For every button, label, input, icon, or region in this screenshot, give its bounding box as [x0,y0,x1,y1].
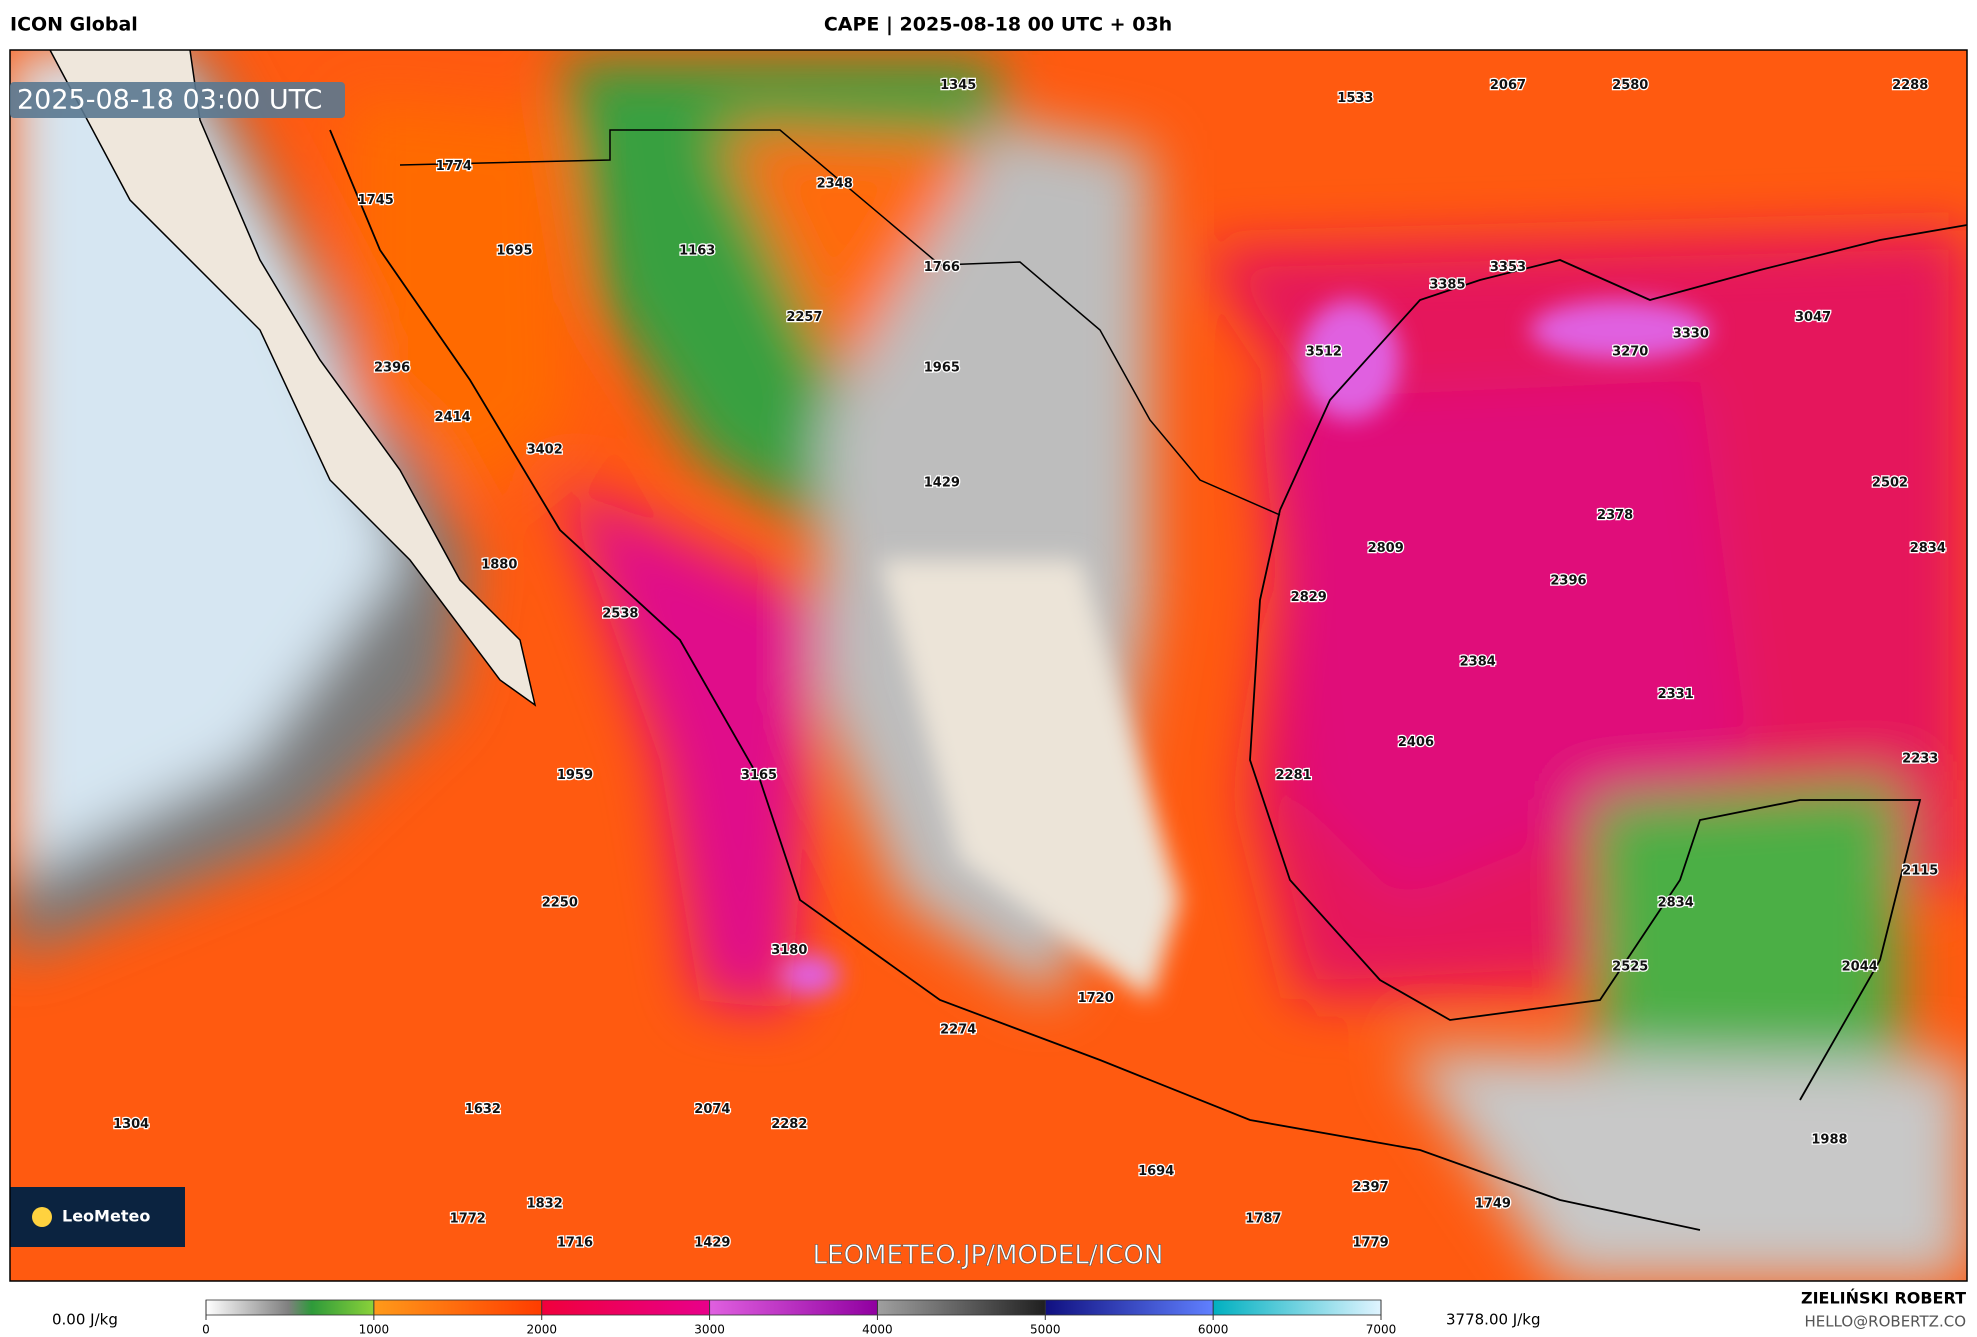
colorbar-tick-label: 3000 [694,1323,725,1337]
point-label: 3402 [527,443,563,458]
point-label: 2288 [1892,78,1928,93]
point-label: 2414 [435,410,471,425]
map-frame [9,49,1968,1282]
point-label: 3385 [1429,277,1465,292]
point-label: 3165 [741,768,777,783]
point-label: 1772 [450,1212,486,1227]
point-label: 1716 [557,1236,593,1251]
point-label: 1959 [557,768,593,783]
map: LeoMeteo LEOMETEO.JP/MODEL/ICON 1345 1533… [10,50,1967,1281]
point-label: 1632 [465,1102,501,1117]
point-label: 2829 [1291,590,1327,605]
point-label: 3180 [771,943,807,958]
point-label: 2233 [1902,752,1938,767]
point-label: 2044 [1842,960,1878,975]
point-label: 1163 [679,243,715,258]
valid-time: 2025-08-18 03:00 UTC [17,85,322,116]
colorbar-max: 3778.00 J/kg [1446,1311,1540,1329]
point-labels: 1345 1533 2067 2580 2288 1774 2348 1745 1695 1163… [112,77,1947,1252]
point-label: 2331 [1658,687,1694,702]
point-label: 1304 [113,1117,149,1132]
point-label: 1779 [1352,1236,1388,1251]
colorbar-tick-label: 2000 [526,1323,557,1337]
point-label: 2397 [1352,1180,1388,1195]
point-label: 2274 [940,1023,976,1038]
point-label: 1766 [924,260,960,275]
point-label: 2396 [1550,574,1586,589]
point-label: 3270 [1612,344,1648,359]
point-label: 1832 [527,1197,563,1212]
logo: LeoMeteo [62,1207,150,1226]
point-label: 1880 [481,557,517,572]
point-label: 1965 [924,361,960,376]
point-label: 2834 [1910,541,1946,556]
point-label: 1429 [694,1236,730,1251]
colorbar-tick-label: 7000 [1366,1323,1397,1337]
point-label: 1695 [496,243,532,258]
colorbar-tick-label: 4000 [862,1323,893,1337]
point-label: 1745 [358,193,394,208]
point-label: 1988 [1811,1132,1847,1147]
colorbar-tick-label: 1000 [359,1323,390,1337]
point-label: 2067 [1490,78,1526,93]
point-label: 2809 [1368,541,1404,556]
point-label: 1749 [1475,1197,1511,1212]
point-label: 1720 [1078,991,1114,1006]
point-label: 3512 [1306,344,1342,359]
point-label: 2282 [771,1117,807,1132]
point-label: 2834 [1658,895,1694,910]
point-label: 1694 [1138,1164,1174,1179]
point-label: 1429 [924,475,960,490]
point-label: 2525 [1612,960,1648,975]
point-label: 2257 [786,310,822,325]
contact: HELLO@ROBERTZ.CO [1804,1313,1966,1331]
author: ZIELIŃSKI ROBERT [1801,1289,1966,1308]
point-label: 2384 [1460,654,1496,669]
point-label: 2378 [1597,508,1633,523]
point-label: 2115 [1902,864,1938,879]
time-box [10,82,345,118]
point-label: 1774 [436,159,472,174]
colorbar-tick-label: 0 [202,1323,210,1337]
point-label: 2538 [602,607,638,622]
point-label: 1345 [940,78,976,93]
colorbar [205,1299,1382,1316]
point-label: 2396 [374,361,410,376]
point-label: 2580 [1612,78,1648,93]
point-label: 2074 [694,1102,730,1117]
point-label: 2281 [1276,768,1312,783]
point-label: 3047 [1795,310,1831,325]
colorbar-min: 0.00 J/kg [52,1311,118,1329]
colorbar-tick-label: 5000 [1030,1323,1061,1337]
point-label: 2250 [542,895,578,910]
title: CAPE | 2025-08-18 00 UTC + 03h [824,14,1172,36]
point-label: 2406 [1398,735,1434,750]
point-label: 2502 [1872,475,1908,490]
point-label: 3353 [1490,260,1526,275]
watermark: LEOMETEO.JP/MODEL/ICON [813,1241,1164,1271]
colorbar-tick-label: 6000 [1198,1323,1229,1337]
point-label: 3330 [1673,327,1709,342]
model-name: ICON Global [10,14,138,36]
point-label: 2348 [817,177,853,192]
point-label: 1533 [1337,91,1373,106]
point-label: 1787 [1245,1212,1281,1227]
